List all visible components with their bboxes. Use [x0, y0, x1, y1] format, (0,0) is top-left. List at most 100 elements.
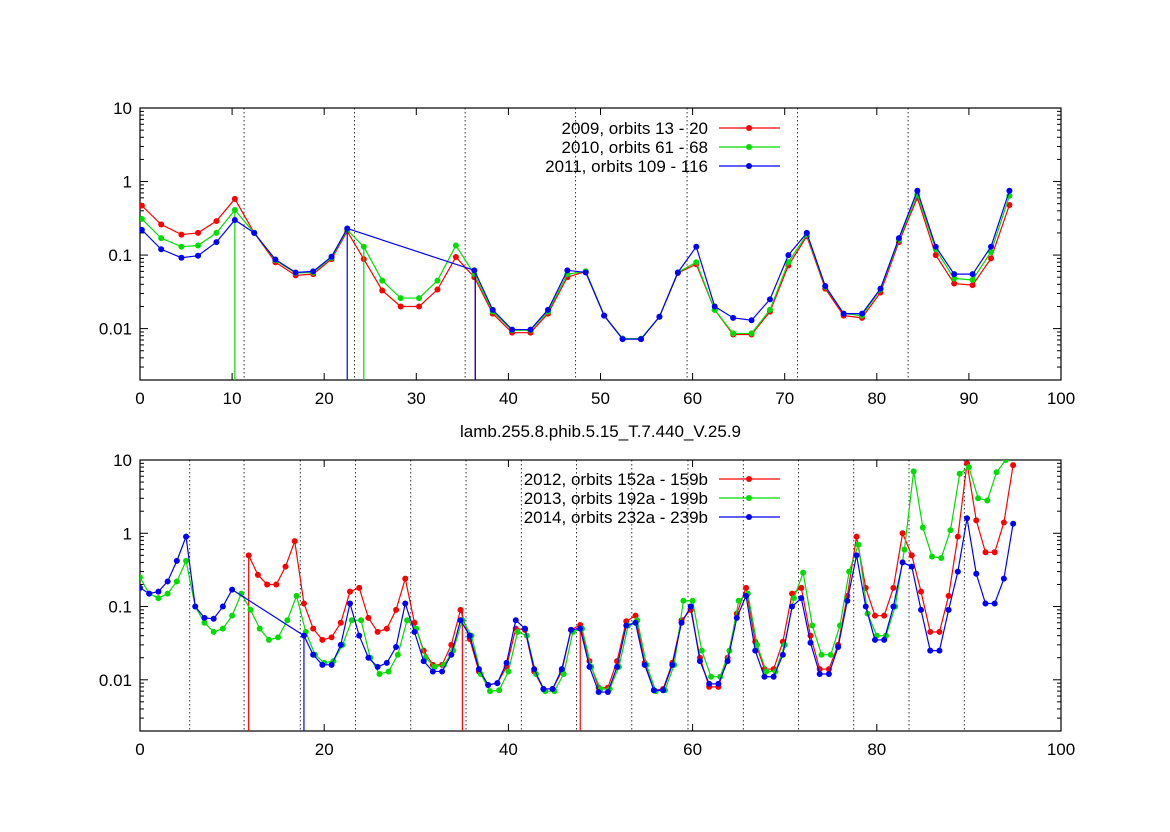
x-tick-label: 20 — [315, 740, 334, 759]
data-point — [840, 310, 847, 317]
data-point — [393, 606, 400, 613]
data-point — [803, 229, 810, 236]
data-point — [595, 689, 602, 696]
data-point — [503, 659, 510, 666]
data-area — [140, 187, 1013, 380]
x-tick-label: 40 — [499, 389, 518, 408]
legend-label: 2012, orbits 152a - 159b — [524, 470, 708, 489]
data-point — [919, 524, 926, 531]
plot-frame — [139, 459, 1062, 732]
data-point — [899, 559, 906, 566]
chart-panel-1: 0 10 20 30 40 50 60 70 80 90 100 0.01 0.1 1 10 lamb.255… — [99, 99, 1075, 441]
data-point — [779, 651, 786, 658]
data-point — [908, 552, 915, 559]
data-point — [346, 588, 353, 595]
data-point — [853, 533, 860, 540]
data-point — [251, 229, 258, 236]
x-axis-label: lamb.255.8.phib.5.15_T.7.440_V.25.9 — [460, 422, 741, 441]
data-point — [494, 680, 501, 687]
data-point — [431, 663, 438, 670]
data-point — [213, 239, 220, 246]
data-point — [582, 269, 589, 276]
data-point — [140, 574, 143, 581]
data-point — [770, 673, 777, 680]
data-point — [310, 268, 317, 275]
data-point — [988, 255, 995, 262]
data-point — [300, 632, 307, 639]
data-point — [927, 628, 934, 635]
data-point — [733, 614, 740, 621]
data-point — [680, 597, 687, 604]
data-point — [743, 584, 750, 591]
data-point — [291, 538, 298, 545]
data-point — [822, 282, 829, 289]
data-point — [245, 552, 252, 559]
data-point — [376, 670, 383, 677]
data-point — [908, 563, 915, 570]
data-point — [761, 673, 768, 680]
data-point — [229, 612, 236, 619]
data-point — [918, 588, 925, 595]
data-point — [708, 673, 715, 680]
chart-panel-2: 0 20 40 60 80 100 0.01 0.1 1 10 2012, orbits 152a … — [99, 451, 1075, 759]
data-point — [1000, 519, 1007, 526]
data-point — [901, 546, 908, 553]
data-point — [457, 606, 464, 613]
data-point — [932, 252, 939, 259]
data-point — [140, 202, 145, 209]
data-point — [890, 584, 897, 591]
x-tick-label: 0 — [135, 389, 144, 408]
data-point — [954, 533, 961, 540]
data-point — [475, 666, 482, 673]
data-point — [178, 243, 185, 250]
data-point — [158, 235, 165, 242]
data-point — [743, 592, 750, 599]
legend-label: 2011, orbits 109 - 116 — [545, 157, 708, 176]
data-point — [319, 636, 326, 643]
data-point — [140, 226, 145, 233]
data-point — [800, 569, 807, 576]
data-point — [564, 267, 571, 274]
data-point — [975, 495, 982, 502]
data-point — [521, 625, 528, 632]
data-point — [929, 553, 936, 560]
data-point — [669, 661, 676, 668]
data-point — [404, 617, 411, 624]
x-tick-label: 80 — [867, 740, 886, 759]
data-point — [927, 647, 934, 654]
data-point — [509, 326, 516, 333]
data-point — [210, 628, 217, 635]
data-point — [936, 647, 943, 654]
data-point — [693, 259, 700, 266]
data-point — [397, 303, 404, 310]
data-point — [871, 636, 878, 643]
data-point — [993, 469, 1000, 476]
data-point — [785, 252, 792, 259]
data-point — [674, 269, 681, 276]
data-point — [936, 628, 943, 635]
data-point — [766, 306, 773, 313]
x-tick-label: 100 — [1047, 740, 1075, 759]
data-point — [195, 229, 202, 236]
data-point — [918, 606, 925, 613]
data-point — [693, 243, 700, 250]
y-tick-label: 10 — [113, 99, 132, 118]
x-tick-label: 20 — [315, 389, 334, 408]
data-point — [231, 207, 238, 214]
data-point — [951, 280, 958, 287]
data-point — [835, 644, 842, 651]
data-point — [696, 658, 703, 665]
data-point — [954, 568, 961, 575]
y-tick-label: 0.1 — [108, 598, 132, 617]
data-point — [964, 515, 971, 522]
x-tick-label: 50 — [591, 389, 610, 408]
data-point — [429, 668, 436, 675]
data-point — [164, 590, 171, 597]
data-point — [678, 619, 685, 626]
y-tick-label: 0.01 — [99, 320, 132, 339]
data-point — [730, 314, 737, 321]
data-point — [881, 612, 888, 619]
data-point — [292, 269, 299, 276]
y-tick-label: 0.1 — [108, 246, 132, 265]
